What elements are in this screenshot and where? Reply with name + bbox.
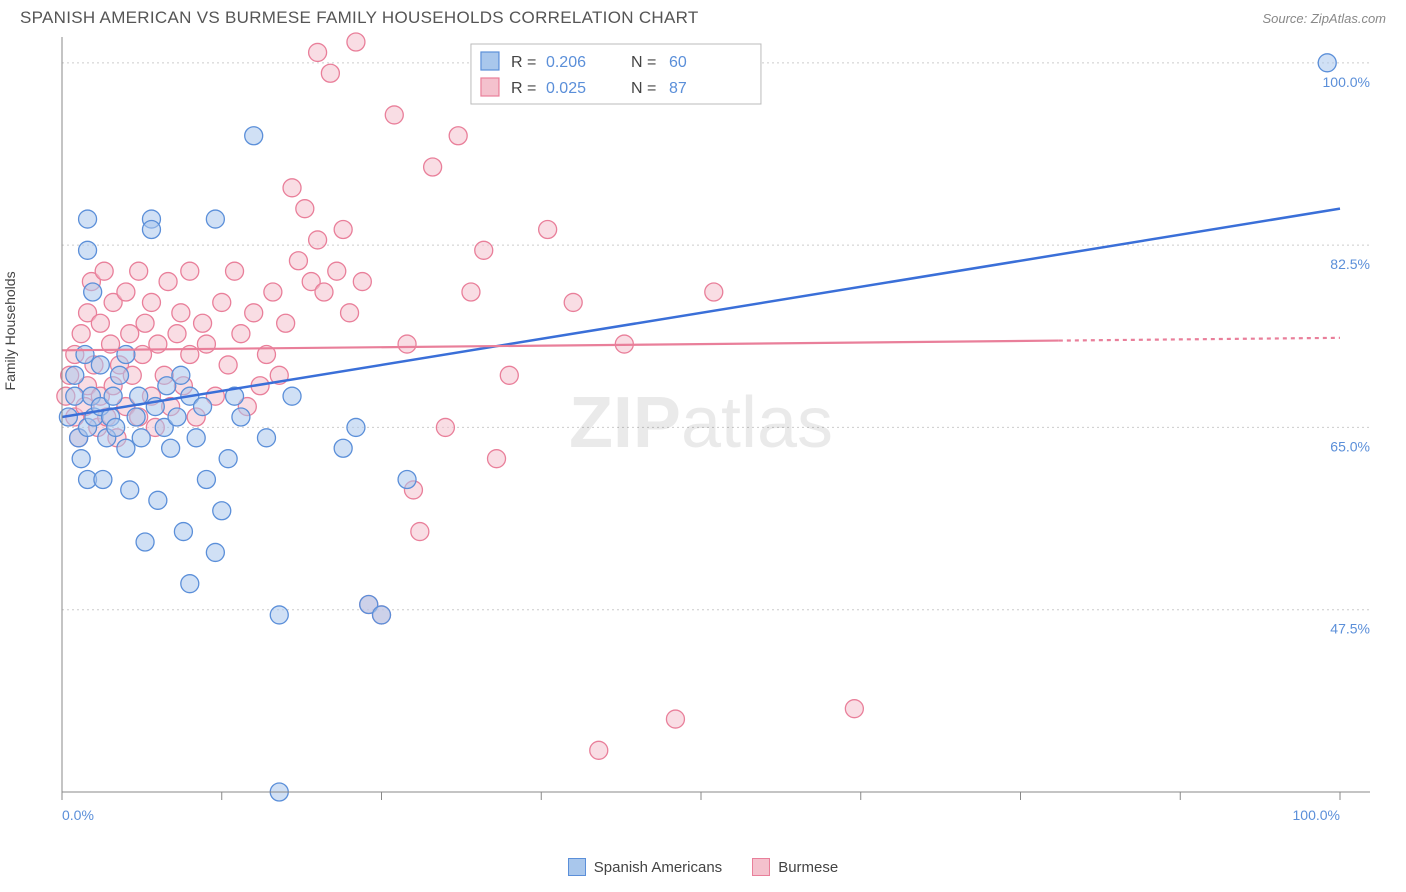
svg-text:0.206: 0.206 [546,54,586,71]
svg-text:87: 87 [669,80,687,97]
svg-text:100.0%: 100.0% [1323,74,1370,90]
legend-item: Burmese [752,858,838,876]
svg-text:100.0%: 100.0% [1293,807,1340,823]
svg-text:82.5%: 82.5% [1330,256,1370,272]
svg-text:60: 60 [669,54,687,71]
bottom-legend: Spanish Americans Burmese [0,858,1406,881]
legend-swatch [568,858,586,876]
svg-text:0.0%: 0.0% [62,807,94,823]
chart-source: Source: ZipAtlas.com [1262,11,1386,26]
svg-text:N =: N = [631,54,656,71]
scatter-chart: 47.5% 65.0% 82.5% 100.0% ZIPatlas 0.0% 100.0% R… [20,32,1386,852]
chart-title: SPANISH AMERICAN VS BURMESE FAMILY HOUSE… [20,8,699,28]
y-axis-label: Family Households [2,271,18,390]
svg-text:R =: R = [511,54,536,71]
svg-text:ZIPatlas: ZIPatlas [569,383,833,463]
legend-label: Spanish Americans [594,859,722,876]
svg-text:0.025: 0.025 [546,80,586,97]
legend-label: Burmese [778,859,838,876]
chart-container: Family Households 47.5%65.0%82.5%100.0%Z… [20,32,1386,852]
svg-text:R =: R = [511,80,536,97]
svg-text:47.5%: 47.5% [1330,621,1370,637]
legend-swatch [752,858,770,876]
svg-text:N =: N = [631,80,656,97]
legend-item: Spanish Americans [568,858,722,876]
svg-text:65.0%: 65.0% [1330,438,1370,454]
